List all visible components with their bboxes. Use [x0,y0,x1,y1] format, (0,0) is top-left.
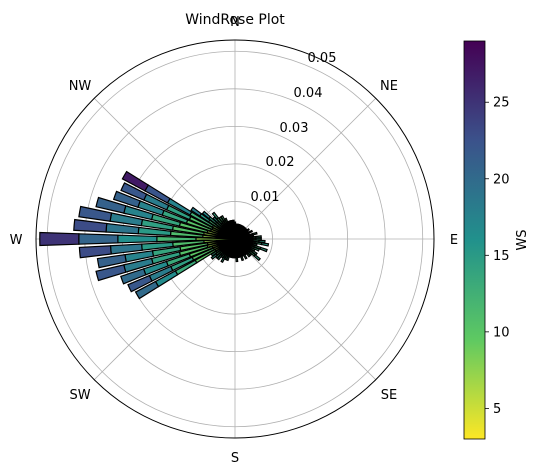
grid-spoke [234,98,376,240]
direction-label-w: W [10,233,23,248]
wind-bar-segment [78,245,112,259]
wind-bar-segment [247,229,254,234]
wind-bar [134,238,236,300]
wind-bar-segment [134,280,160,300]
wind-bar-segment [253,253,261,262]
radial-tick-label: 0.02 [266,155,295,170]
wind-bar [121,170,236,240]
wind-bar-segment [252,246,260,252]
wind-bar-segment [201,210,212,220]
wind-bar-segment [220,256,226,263]
wind-bar [95,238,236,282]
wind-bars [39,170,270,300]
wind-bar-segment [245,251,251,258]
wind-bar-segment [127,274,153,293]
wind-bar-segment [224,217,229,224]
wind-bar [39,231,236,247]
direction-label-se: SE [381,388,397,403]
wind-bar [120,238,236,285]
wind-bar-segment [156,235,197,243]
wind-bar-segment [235,256,239,263]
wind-bar-segment [95,264,127,282]
colorbar-tick-label: 20 [493,172,510,187]
direction-label-n: N [230,15,240,30]
wind-bar-segment [232,219,235,225]
colorbar [463,40,486,440]
grid-spoke [94,238,236,380]
radial-tick-label: 0.05 [308,51,337,66]
wind-bar-segment [121,170,150,192]
wind-bar-segment [120,268,147,285]
colorbar-label: WS [515,229,530,250]
colorbar-ticks: 5 10 15 20 25 [485,96,510,417]
wind-bar-segment [120,182,148,201]
radial-tick-label: 0.01 [251,190,280,205]
wind-bar-segment [234,237,241,240]
chart-title: WindRose Plot [185,12,285,28]
direction-label-sw: SW [69,388,90,403]
wind-bar-segment [244,236,252,240]
grid-spoke [94,98,236,240]
wind-bar-segment [190,206,203,217]
wind-bar-segment [260,242,270,247]
wind-bar-segment [239,254,245,262]
direction-label-nw: NW [69,79,92,94]
wind-bar-segment [73,218,108,233]
grid-spoke [234,238,376,380]
radial-tick-label: 0.03 [280,121,309,136]
colorbar-tick-label: 10 [493,325,510,340]
wind-bar-segment [78,233,119,245]
colorbar-tick-label: 15 [493,249,510,264]
wind-bar-segment [244,228,250,233]
wind-bar-segment [39,231,80,247]
wind-bar-segment [112,190,142,209]
wind-bar [78,238,236,259]
wind-bar-segment [239,237,247,240]
wind-bar-segment [259,246,268,253]
colorbar-tick-label: 5 [493,402,501,417]
wind-bar-segment [220,215,226,222]
wind-bar-segment [242,253,248,260]
wind-bar-segment [95,196,127,214]
wind-bar-segment [251,231,258,236]
polar-outer-circle [35,39,435,439]
wind-bar-segment [211,211,220,220]
direction-label-ne: NE [380,79,398,94]
wind-bar [127,238,236,293]
wind-bar [234,235,262,240]
direction-label-s: S [231,451,239,466]
direction-label-e: E [450,233,458,248]
wind-bar-segment [210,252,218,260]
wind-bar-segment [78,205,113,222]
radial-tick-label: 0.04 [294,86,323,101]
colorbar-tick-label: 25 [493,96,510,111]
wind-bar-segment [212,216,220,224]
wind-bar-segment [255,235,262,239]
wind-bar-segment [249,235,257,239]
wind-bar-segment [96,253,127,269]
wind-bar-segment [117,234,158,244]
